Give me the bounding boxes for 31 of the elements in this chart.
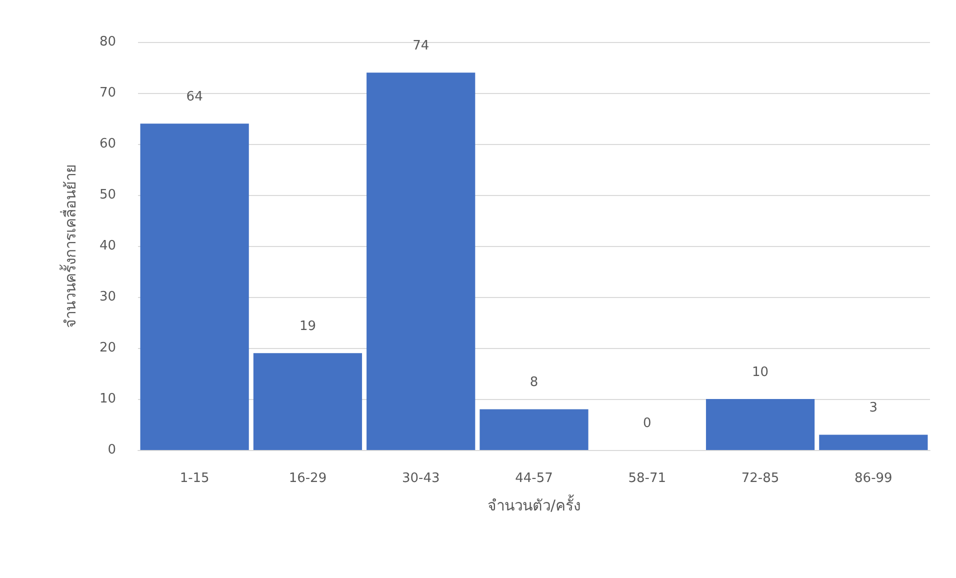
y-tick-label: 10 (99, 392, 116, 406)
bar (366, 72, 476, 450)
bar (140, 124, 249, 450)
x-tick-label: 30-43 (402, 471, 440, 486)
data-label: 3 (869, 400, 878, 416)
data-label: 0 (643, 416, 652, 431)
y-tick-label: 20 (99, 340, 116, 356)
data-label: 10 (752, 365, 769, 380)
x-tick-label: 72-85 (741, 471, 780, 486)
data-label: 64 (186, 90, 203, 105)
x-tick-label: 86-99 (854, 471, 892, 486)
y-tick-label: 0 (108, 442, 116, 458)
y-tick-label: 80 (99, 34, 116, 50)
data-label: 19 (299, 319, 316, 334)
x-tick-label: 44-57 (515, 471, 553, 486)
data-label: 74 (412, 38, 430, 54)
x-tick-label: 1-15 (180, 471, 210, 486)
y-tick-label: 50 (99, 188, 116, 202)
y-tick-label: 70 (99, 86, 116, 100)
x-axis-title: จำนวนตัว/ครั้ง (487, 494, 581, 514)
x-tick-label: 58-71 (628, 471, 666, 486)
y-tick-label: 30 (99, 290, 116, 304)
bar (706, 399, 815, 450)
y-axis-title: จำนวนครั้งการเคลื่อนย้าย (60, 164, 80, 328)
x-tick-label: 16-29 (288, 471, 327, 486)
bar (819, 434, 928, 450)
y-tick-label: 40 (99, 238, 116, 254)
bar (480, 409, 588, 450)
bar (253, 353, 362, 450)
data-label: 8 (530, 375, 538, 390)
y-tick-label: 60 (99, 136, 116, 152)
